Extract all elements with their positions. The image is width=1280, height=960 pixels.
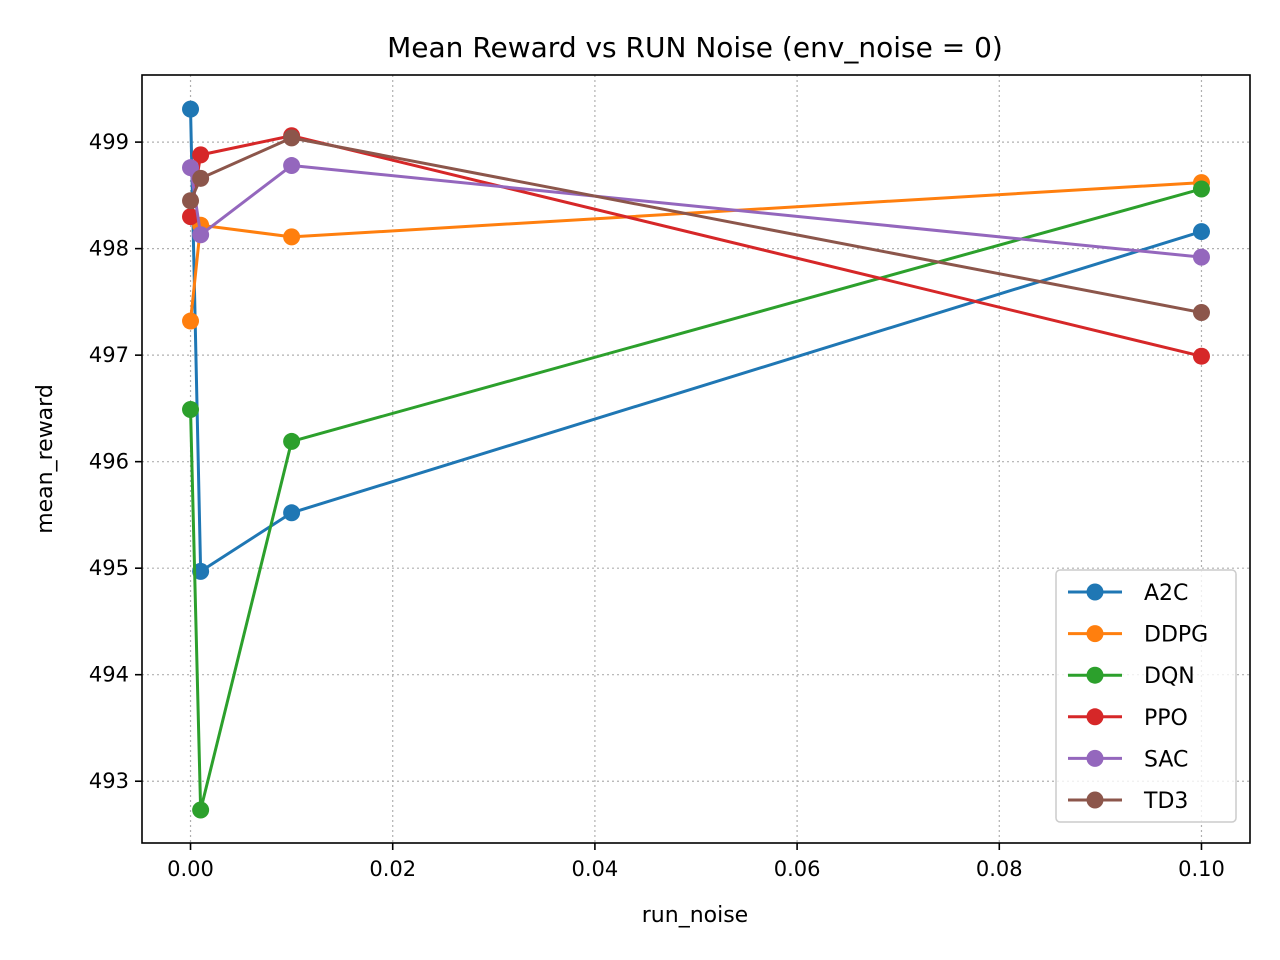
x-tick-label: 0.04 (572, 857, 619, 881)
series-a2c (182, 100, 1210, 580)
y-tick-label: 495 (89, 556, 129, 580)
series-line-td3 (189, 136, 1202, 315)
data-point-ddpg (283, 228, 301, 246)
chart-title: Mean Reward vs RUN Noise (env_noise = 0) (387, 31, 1003, 64)
legend-marker-ddpg (1086, 625, 1104, 643)
data-point-a2c (1192, 223, 1210, 241)
data-point-ddpg (182, 312, 200, 330)
data-point-sac (182, 159, 200, 177)
data-point-a2c (182, 100, 200, 118)
legend-entry-ddpg: DDPG (1068, 623, 1208, 648)
data-point-sac (1192, 248, 1210, 266)
data-point-td3 (192, 169, 210, 187)
series-line-dqn (189, 187, 1202, 812)
y-tick-label: 497 (89, 343, 129, 367)
x-axis: 0.00 0.02 0.04 0.06 0.08 0.10 (167, 843, 1225, 881)
data-point-dqn (192, 801, 210, 819)
data-point-ppo (182, 208, 200, 226)
legend-label-td3: TD3 (1143, 789, 1188, 814)
legend-entry-sac: SAC (1068, 747, 1188, 772)
data-point-td3 (182, 192, 200, 210)
data-point-a2c (192, 562, 210, 580)
series-line-ddpg (189, 181, 1202, 322)
data-point-td3 (283, 129, 301, 147)
x-tick-label: 0.10 (1178, 857, 1225, 881)
legend-marker-a2c (1086, 583, 1104, 601)
data-point-ppo (1192, 347, 1210, 365)
x-tick-label: 0.00 (167, 857, 214, 881)
legend-entry-dqn: DQN (1068, 664, 1195, 689)
legend-entry-td3: TD3 (1068, 789, 1188, 814)
legend-box (1055, 569, 1237, 823)
data-point-sac (283, 157, 301, 175)
legend-marker-td3 (1086, 791, 1104, 809)
data-point-td3 (1192, 304, 1210, 322)
legend-label-dqn: DQN (1144, 664, 1195, 689)
y-tick-label: 493 (89, 769, 129, 793)
y-tick-label: 496 (89, 450, 129, 474)
y-tick-label: 498 (89, 237, 129, 261)
legend-label-sac: SAC (1144, 747, 1188, 772)
series-dqn (182, 180, 1210, 819)
legend-label-ddpg: DDPG (1144, 623, 1208, 648)
x-tick-label: 0.02 (369, 857, 416, 881)
x-tick-label: 0.06 (774, 857, 821, 881)
legend: A2C DDPG DQN PPO SAC TD3 (1055, 569, 1237, 823)
x-tick-label: 0.08 (976, 857, 1023, 881)
legend-marker-ppo (1086, 708, 1104, 726)
legend-label-ppo: PPO (1144, 706, 1188, 731)
plot-area-frame (141, 74, 1251, 844)
series-td3 (182, 129, 1210, 322)
legend-marker-sac (1086, 749, 1104, 767)
x-axis-label: run_noise (642, 903, 748, 928)
y-axis: 493 494 495 496 497 498 499 (89, 130, 142, 793)
legend-entry-ppo: PPO (1068, 706, 1188, 731)
data-point-dqn (182, 400, 200, 418)
data-point-a2c (283, 504, 301, 522)
y-axis-label: mean_reward (33, 384, 58, 534)
series-layer (182, 100, 1210, 819)
data-point-ppo (192, 146, 210, 164)
legend-label-a2c: A2C (1144, 581, 1188, 606)
data-point-dqn (283, 432, 301, 450)
data-point-dqn (1192, 180, 1210, 198)
y-tick-label: 499 (89, 130, 129, 154)
series-line-ppo (189, 134, 1202, 358)
data-point-sac (192, 226, 210, 244)
legend-entry-a2c: A2C (1068, 581, 1188, 606)
y-tick-label: 494 (89, 663, 129, 687)
legend-marker-dqn (1086, 666, 1104, 684)
series-line-a2c (189, 109, 1202, 573)
